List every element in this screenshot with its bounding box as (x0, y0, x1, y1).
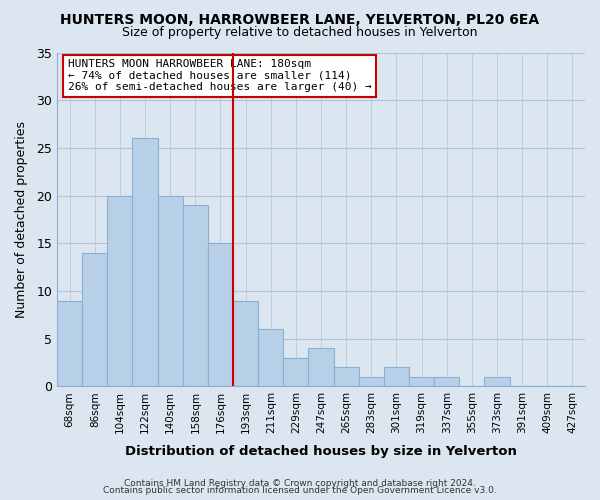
Bar (82, 253, 107, 386)
Y-axis label: Number of detached properties: Number of detached properties (15, 121, 28, 318)
Bar (57, 300, 82, 386)
Bar (133, 138, 158, 386)
Text: HUNTERS MOON, HARROWBEER LANE, YELVERTON, PL20 6EA: HUNTERS MOON, HARROWBEER LANE, YELVERTON… (61, 12, 539, 26)
Bar (158, 196, 183, 386)
Bar (107, 196, 133, 386)
Bar (283, 358, 308, 386)
Bar (384, 368, 409, 386)
Bar (359, 377, 384, 386)
Bar (258, 329, 283, 386)
Text: Size of property relative to detached houses in Yelverton: Size of property relative to detached ho… (122, 26, 478, 39)
Text: HUNTERS MOON HARROWBEER LANE: 180sqm
← 74% of detached houses are smaller (114)
: HUNTERS MOON HARROWBEER LANE: 180sqm ← 7… (68, 59, 371, 92)
Bar (484, 377, 509, 386)
Bar (183, 205, 208, 386)
Bar (334, 368, 359, 386)
Bar (233, 300, 258, 386)
Bar (434, 377, 460, 386)
Text: Contains HM Land Registry data © Crown copyright and database right 2024.: Contains HM Land Registry data © Crown c… (124, 478, 476, 488)
Bar (409, 377, 434, 386)
X-axis label: Distribution of detached houses by size in Yelverton: Distribution of detached houses by size … (125, 444, 517, 458)
Bar (208, 244, 233, 386)
Text: Contains public sector information licensed under the Open Government Licence v3: Contains public sector information licen… (103, 486, 497, 495)
Bar (308, 348, 334, 387)
